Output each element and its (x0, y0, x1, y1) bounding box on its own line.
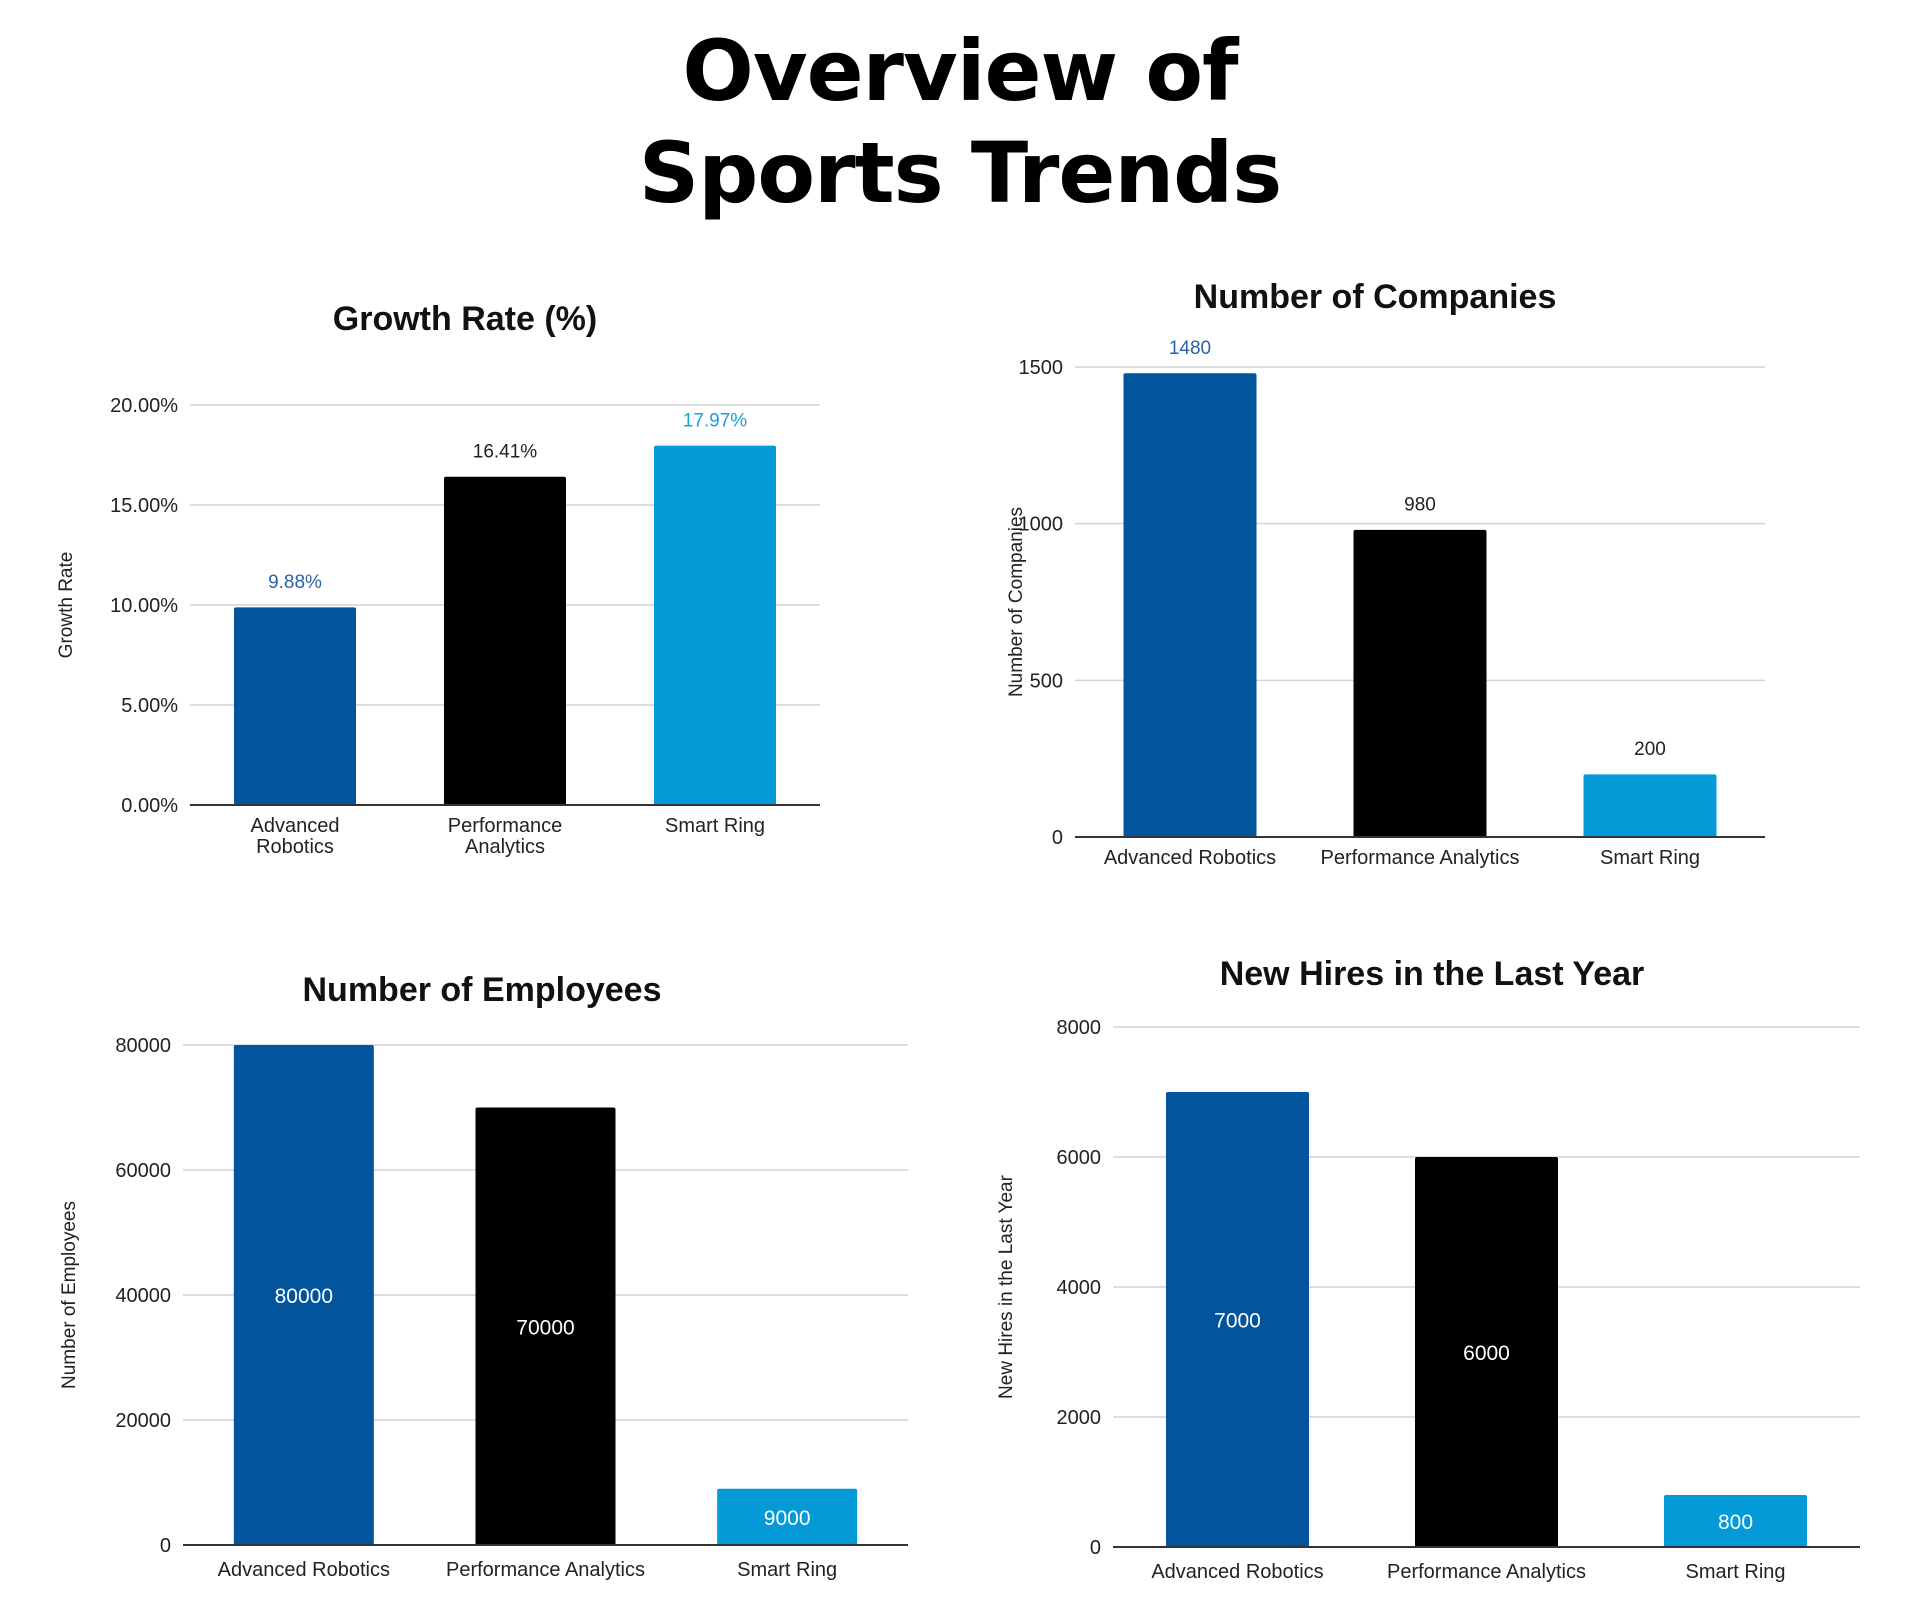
y-tick-label: 1000 (1019, 514, 1064, 536)
bar-advanced-robotics (1166, 1092, 1309, 1547)
x-tick-label: Robotics (256, 836, 334, 858)
data-label: 7000 (1214, 1310, 1261, 1333)
y-tick-label: 500 (1030, 670, 1063, 692)
y-axis-title: Number of Employees (59, 1201, 80, 1389)
page-title-line-1: Overview of (682, 22, 1238, 120)
x-tick-label: Performance (448, 815, 563, 837)
bar-smart-ring (717, 1488, 858, 1545)
bar-performance-analytics (1353, 529, 1487, 837)
chart-title: New Hires in the Last Year (1220, 955, 1645, 993)
x-tick-label: Smart Ring (665, 815, 765, 837)
y-tick-label: 15.00% (110, 495, 178, 517)
y-tick-label: 6000 (1057, 1147, 1102, 1169)
chart-title: Number of Companies (1194, 278, 1557, 316)
data-label: 6000 (1463, 1342, 1510, 1365)
bar-advanced-robotics (1123, 373, 1257, 837)
bar-smart-ring (654, 445, 776, 805)
x-tick-label: Smart Ring (1685, 1561, 1785, 1583)
growth-rate-chart: Growth Rate (%) 0.00% 5.00% 10.00% 15.00% 20.… (56, 300, 820, 858)
employees-chart: Number of Employees 0 20000 40000 60000 80000… (59, 971, 908, 1581)
new-hires-chart: New Hires in the Last Year 0 2000 4000 6000 8… (996, 955, 1860, 1583)
y-tick-label: 20000 (115, 1410, 171, 1432)
y-axis-title: New Hires in the Last Year (996, 1174, 1017, 1399)
bar-smart-ring (1664, 1495, 1807, 1547)
bar-performance-analytics (1415, 1157, 1558, 1547)
y-tick-label: 40000 (115, 1285, 171, 1307)
y-tick-label: 0 (160, 1535, 171, 1557)
bar-advanced-robotics (234, 607, 356, 805)
data-label: 9.88% (268, 572, 322, 593)
x-tick-label: Analytics (465, 836, 545, 858)
y-tick-label: 20.00% (110, 395, 178, 417)
x-tick-label: Advanced Robotics (218, 1559, 390, 1581)
x-tick-label: Advanced Robotics (1104, 847, 1276, 869)
y-tick-label: 0 (1090, 1537, 1101, 1559)
y-tick-label: 4000 (1057, 1277, 1102, 1299)
data-label: 80000 (275, 1285, 333, 1308)
bar-performance-analytics (444, 476, 566, 805)
x-tick-label: Smart Ring (1600, 847, 1700, 869)
y-tick-label: 80000 (115, 1035, 171, 1057)
y-tick-label: 2000 (1057, 1407, 1102, 1429)
chart-title: Growth Rate (%) (333, 300, 597, 338)
y-tick-label: 10.00% (110, 595, 178, 617)
x-tick-label: Smart Ring (737, 1559, 837, 1581)
y-tick-label: 5.00% (121, 695, 178, 717)
page-title-line-2: Sports Trends (638, 124, 1283, 222)
x-tick-label: Performance Analytics (1321, 847, 1520, 869)
data-label: 9000 (764, 1507, 811, 1530)
data-label: 70000 (516, 1316, 574, 1339)
x-tick-label: Advanced (251, 815, 340, 837)
data-label: 800 (1718, 1511, 1753, 1534)
page-title: Overview of Sports Trends (0, 20, 1920, 224)
x-tick-label: Advanced Robotics (1151, 1561, 1323, 1583)
bar-smart-ring (1583, 774, 1717, 837)
bar-performance-analytics (475, 1107, 616, 1545)
data-label: 980 (1404, 495, 1436, 516)
y-tick-label: 0 (1052, 827, 1063, 849)
y-tick-label: 8000 (1057, 1017, 1102, 1039)
companies-chart: Number of Companies 0 500 1000 1500 Number of… (1006, 278, 1765, 869)
chart-title: Number of Employees (303, 971, 662, 1009)
data-label: 1480 (1169, 338, 1211, 359)
y-tick-label: 1500 (1019, 357, 1064, 379)
y-axis-title: Growth Rate (56, 552, 77, 659)
y-axis-title: Number of Companies (1006, 507, 1027, 697)
bar-advanced-robotics (233, 1045, 374, 1545)
data-label: 17.97% (683, 410, 748, 431)
x-tick-label: Performance Analytics (446, 1559, 645, 1581)
data-label: 16.41% (473, 442, 538, 463)
data-label: 200 (1634, 739, 1666, 760)
y-tick-label: 0.00% (121, 795, 178, 817)
x-tick-label: Performance Analytics (1387, 1561, 1586, 1583)
y-tick-label: 60000 (115, 1160, 171, 1182)
